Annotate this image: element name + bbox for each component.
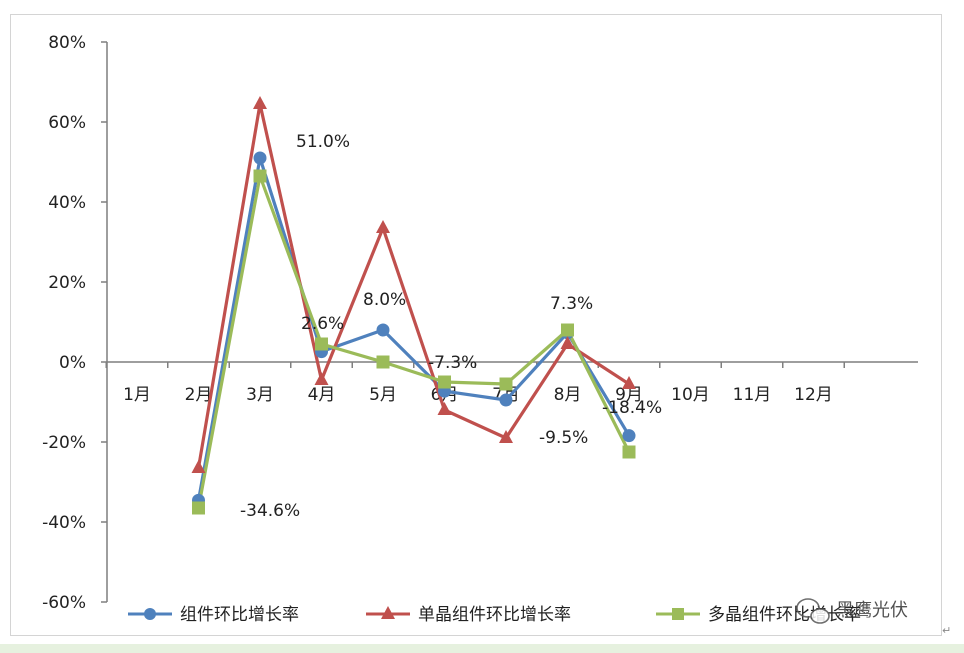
data-point-triangle <box>376 220 390 233</box>
watermark-text: 黑鹰光伏 <box>836 600 908 621</box>
data-point-triangle <box>622 376 636 389</box>
data-point-triangle <box>499 430 513 443</box>
data-point-square <box>499 377 513 391</box>
data-point-square <box>438 375 451 389</box>
data-label-group: 51.0% 2.6% 8.0% -7.3% -9.5% 7.3% -18.4% … <box>240 132 662 521</box>
data-label: -18.4% <box>602 398 662 418</box>
data-point-triangle <box>314 372 329 385</box>
y-tick-label: 20% <box>48 273 86 293</box>
data-point-square <box>253 169 267 183</box>
y-tick-label: -20% <box>42 433 86 453</box>
x-tick-label: 11月 <box>733 385 772 405</box>
series-markers <box>191 96 636 515</box>
data-point-circle <box>499 393 513 407</box>
series-line-2 <box>196 102 630 469</box>
x-tick-label: 1月 <box>123 385 151 405</box>
data-point-circle <box>622 429 636 443</box>
x-tick-label: 3月 <box>246 385 274 405</box>
x-tick-label: 12月 <box>794 385 833 405</box>
data-label: 8.0% <box>363 290 406 310</box>
x-tick-label: 10月 <box>671 385 710 405</box>
wechat-icon <box>796 598 830 624</box>
chart-frame <box>10 14 942 636</box>
y-tick-label: 60% <box>48 113 86 133</box>
y-tick-label: -60% <box>42 593 86 613</box>
y-tick-group: 80% 60% 40% 20% 0% -20% -40% -60% <box>42 33 107 613</box>
legend-label-series-1: 组件环比增长率 <box>180 605 299 625</box>
y-tick-label: 0% <box>59 353 86 373</box>
legend-marker-square-icon <box>672 608 684 620</box>
data-point-square <box>622 445 636 459</box>
data-point-circle <box>376 323 390 337</box>
data-label: -9.5% <box>539 428 588 448</box>
data-point-triangle <box>253 96 267 109</box>
y-tick-label: 80% <box>48 33 86 53</box>
x-tick-label: 9月 <box>615 385 643 405</box>
data-label: 2.6% <box>301 314 344 334</box>
paragraph-return-icon: ↵ <box>942 624 952 637</box>
y-tick-label: -40% <box>42 513 86 533</box>
data-point-circle <box>253 151 267 165</box>
legend-marker-circle-icon <box>144 608 156 620</box>
data-label: -7.3% <box>428 353 477 373</box>
data-point-square <box>561 323 574 337</box>
series-line-3 <box>196 174 631 509</box>
data-point-square <box>376 355 390 369</box>
axes <box>106 42 918 602</box>
x-tick-label: 5月 <box>369 385 397 405</box>
legend-label-series-2: 单晶组件环比增长率 <box>418 605 571 625</box>
data-label: 51.0% <box>296 132 350 152</box>
data-point-triangle <box>560 336 575 349</box>
legend-marker-triangle-icon <box>381 606 395 619</box>
y-tick-label: 40% <box>48 193 86 213</box>
data-point-triangle <box>191 460 206 473</box>
watermark: 黑鹰光伏 <box>796 598 908 624</box>
x-tick-label: 4月 <box>308 385 336 405</box>
series-lines <box>196 102 631 509</box>
bottom-strip <box>0 644 964 653</box>
data-point-triangle <box>437 402 452 415</box>
x-tick-label: 8月 <box>554 385 582 405</box>
series-line-1 <box>196 156 631 501</box>
x-tick-label: 2月 <box>185 385 213 405</box>
data-label: 7.3% <box>550 294 593 314</box>
legend: 组件环比增长率 单晶组件环比增长率 多晶组件环比增长率 <box>128 605 861 625</box>
data-label: -34.6% <box>240 501 300 521</box>
data-point-square <box>315 337 328 351</box>
data-point-square <box>192 501 205 515</box>
